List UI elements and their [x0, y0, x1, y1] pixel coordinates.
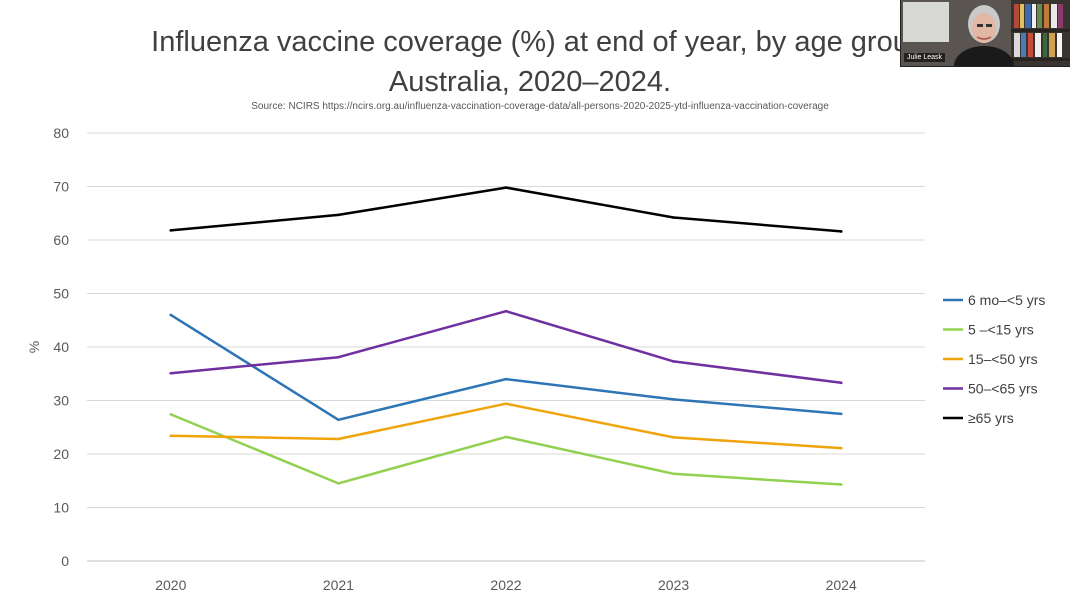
chart-source: Source: NCIRS https://ncirs.org.au/influ…: [251, 101, 829, 112]
data-point: [839, 446, 843, 450]
series-lines: [169, 186, 843, 486]
data-point: [337, 418, 340, 422]
y-tick-labels: 0 10 20 30 40 50 60 70 80: [53, 125, 69, 569]
data-point: [672, 216, 675, 219]
data-point: [504, 186, 508, 189]
series-line-4: [169, 186, 843, 233]
data-point: [672, 360, 675, 363]
data-point: [337, 437, 340, 441]
data-point: [337, 355, 340, 359]
data-point: [504, 402, 508, 406]
data-point: [504, 435, 508, 439]
y-axis-label: %: [26, 341, 42, 353]
data-point: [337, 482, 340, 485]
x-tick-label: 2023: [658, 577, 689, 593]
x-tick-label: 2021: [323, 577, 354, 593]
y-tick-label: 20: [53, 446, 69, 462]
x-tick-label: 2022: [490, 577, 521, 593]
data-point: [672, 398, 675, 401]
y-tick-label: 10: [53, 500, 69, 516]
y-tick-label: 70: [53, 179, 69, 195]
data-point: [169, 229, 173, 232]
data-point: [337, 213, 340, 217]
data-point: [839, 483, 843, 486]
series-line-2: [169, 402, 843, 450]
data-point: [839, 230, 843, 233]
data-point: [169, 371, 173, 375]
gridlines: [87, 132, 925, 562]
legend: 6 mo–<5 yrs 5 –<15 yrs 15–<50 yrs 50–<65 yr…: [943, 292, 1045, 426]
data-point: [504, 377, 508, 381]
legend-label: 6 mo–<5 yrs: [968, 292, 1045, 308]
y-tick-label: 60: [53, 232, 69, 248]
legend-label: ≥65 yrs: [968, 410, 1014, 426]
data-point: [839, 412, 843, 416]
legend-label: 15–<50 yrs: [968, 351, 1038, 367]
data-point: [672, 436, 675, 439]
legend-label: 50–<65 yrs: [968, 381, 1038, 397]
y-tick-label: 40: [53, 339, 69, 355]
participant-name: Julie Leask: [904, 53, 946, 62]
y-tick-label: 50: [53, 286, 69, 302]
participant-video-tile[interactable]: Julie Leask: [900, 0, 1070, 67]
chart-title-line1: Influenza vaccine coverage (%) at end of…: [151, 26, 909, 58]
data-point: [504, 309, 508, 313]
chart-title-line2: Australia, 2020–2024.: [388, 66, 672, 98]
x-tick-label: 2020: [155, 577, 186, 593]
x-tick-label: 2024: [826, 577, 857, 593]
x-tick-labels: 2020 2021 2022 2023 2024: [155, 577, 857, 593]
data-point: [672, 472, 675, 476]
y-tick-label: 0: [61, 553, 69, 569]
data-point: [169, 313, 173, 317]
legend-label: 5 –<15 yrs: [968, 322, 1034, 338]
series-line-1: [169, 413, 843, 486]
data-point: [839, 381, 843, 385]
y-tick-label: 30: [53, 393, 69, 409]
chart-title: Influenza vaccine coverage (%) at end of…: [90, 22, 970, 102]
data-point: [169, 434, 173, 438]
y-tick-label: 80: [53, 125, 69, 141]
data-point: [169, 413, 173, 416]
